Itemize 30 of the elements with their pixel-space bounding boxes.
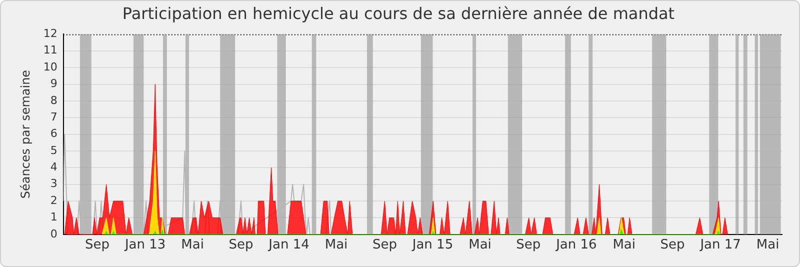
- y-tick-label: 0: [50, 227, 58, 240]
- y-tick-label: 12: [43, 27, 58, 40]
- y-tick-label: 8: [50, 94, 58, 107]
- x-tick-label: Jan 17: [699, 238, 741, 253]
- x-tick-label: Sep: [372, 238, 397, 253]
- y-axis-title: Séances par semaine: [18, 70, 32, 199]
- x-tick-label: Mai: [756, 238, 780, 253]
- x-tick-label: Jan 13: [124, 238, 166, 253]
- y-tick-label: 4: [50, 160, 58, 174]
- y-tick-label: 1: [50, 210, 58, 224]
- chart-title: Participation en hemicycle au cours de sa dernière année de mandat: [122, 4, 675, 23]
- y-tick-label: 5: [50, 144, 58, 157]
- x-tick-label: Jan 14: [268, 238, 310, 253]
- x-tick-label: Mai: [468, 238, 492, 253]
- y-tick-label: 3: [50, 177, 58, 190]
- x-tick-label: Sep: [85, 238, 110, 253]
- x-tick-label: Jan 15: [411, 238, 454, 253]
- y-tick-label: 11: [43, 44, 58, 57]
- x-tick-label: Mai: [324, 238, 348, 253]
- x-tick-label: Sep: [660, 238, 685, 253]
- y-tick-label: 7: [50, 110, 58, 124]
- x-tick-label: Sep: [228, 238, 254, 253]
- x-tick-label: Mai: [612, 238, 636, 253]
- y-tick-label: 2: [50, 194, 58, 207]
- y-tick-label: 9: [50, 77, 58, 90]
- x-tick-label: Sep: [516, 238, 541, 253]
- y-tick-label: 10: [43, 60, 58, 74]
- x-tick-label: Mai: [181, 238, 204, 253]
- x-tick-label: Jan 16: [555, 238, 597, 253]
- y-tick-label: 6: [50, 127, 58, 140]
